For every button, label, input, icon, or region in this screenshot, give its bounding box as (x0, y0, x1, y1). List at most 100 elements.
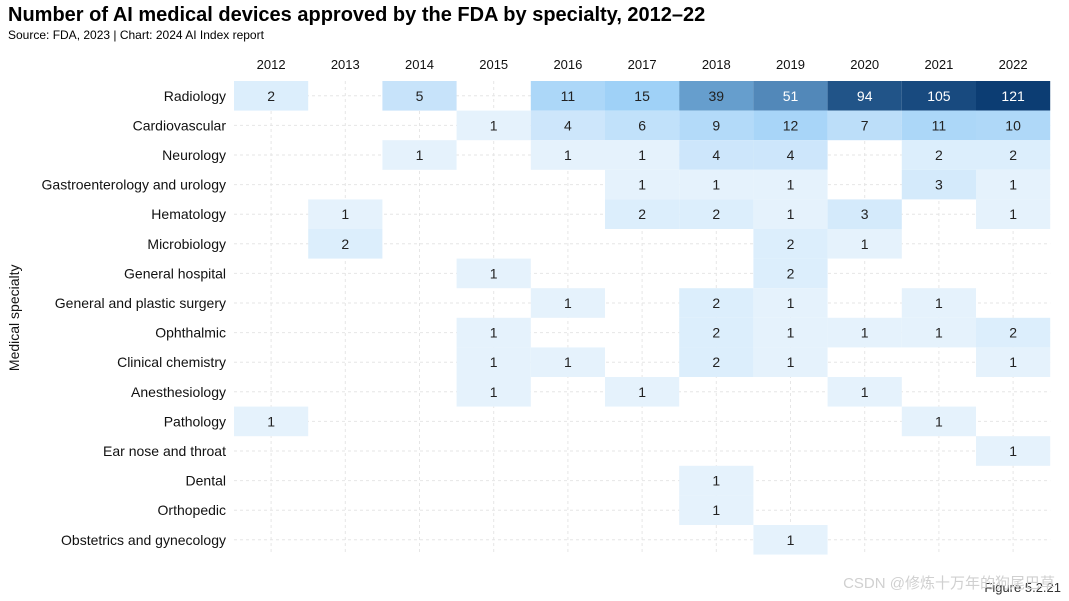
y-tick-label: Orthopedic (158, 502, 226, 518)
cell-value-label: 1 (1009, 206, 1017, 222)
x-tick-label: 2020 (850, 57, 879, 72)
x-tick-label: 2014 (405, 57, 434, 72)
x-tick-label: 2016 (553, 57, 582, 72)
cell-value-label: 1 (712, 502, 720, 518)
chart-subtitle: Source: FDA, 2023 | Chart: 2024 AI Index… (8, 28, 264, 42)
cell-value-label: 1 (787, 325, 795, 341)
cell-value-label: 1 (638, 147, 646, 163)
heatmap-cell (679, 317, 754, 348)
cell-value-label: 11 (561, 88, 576, 104)
y-axis-label: Medical specialty (6, 264, 22, 371)
heatmap-cell (976, 81, 1051, 111)
cell-value-label: 1 (490, 117, 498, 133)
heatmap-cell (901, 169, 976, 200)
y-tick-label: Cardiovascular (133, 117, 227, 133)
heatmap-cell (753, 81, 828, 111)
heatmap-cell (827, 81, 902, 111)
cell-value-label: 1 (490, 384, 498, 400)
heatmap-cell (753, 317, 828, 348)
heatmap-cell (976, 317, 1051, 348)
cell-value-label: 1 (935, 325, 943, 341)
heatmap-cell (679, 81, 754, 111)
cell-value-label: 1 (787, 177, 795, 193)
cell-value-label: 10 (1005, 117, 1021, 133)
heatmap-cell (456, 377, 531, 407)
cell-value-label: 2 (712, 354, 720, 370)
x-tick-label: 2017 (628, 57, 657, 72)
heatmap-cell (530, 347, 605, 377)
cell-value-label: 1 (1009, 443, 1017, 459)
chart-title: Number of AI medical devices approved by… (8, 4, 706, 26)
heatmap-cell (605, 377, 680, 407)
heatmap-cell (530, 288, 605, 318)
heatmap-cell (530, 81, 605, 111)
heatmap-cell (901, 140, 976, 170)
cell-value-label: 1 (490, 354, 498, 370)
x-tick-label: 2013 (331, 57, 360, 72)
x-tick-label: 2022 (999, 57, 1028, 72)
cell-value-label: 1 (861, 236, 869, 252)
x-tick-label: 2012 (257, 57, 286, 72)
cell-value-label: 4 (787, 147, 795, 163)
cell-value-label: 2 (638, 206, 646, 222)
heatmap-cell (901, 288, 976, 318)
heatmap-cell (976, 140, 1051, 170)
y-tick-label: Gastroenterology and urology (42, 177, 226, 193)
y-tick-label: General and plastic surgery (55, 295, 226, 311)
heatmap-cell (827, 377, 902, 407)
cell-value-label: 1 (935, 413, 943, 429)
cell-value-label: 2 (787, 265, 795, 281)
cell-value-label: 1 (787, 295, 795, 311)
heatmap-cell (901, 110, 976, 141)
cell-value-label: 2 (787, 236, 795, 252)
cell-value-label: 1 (638, 177, 646, 193)
heatmap-cell (308, 229, 383, 259)
y-tick-label: Obstetrics and gynecology (61, 532, 226, 548)
cell-value-label: 1 (861, 325, 869, 341)
cell-value-label: 1 (787, 354, 795, 370)
heatmap-cell (753, 525, 828, 555)
heatmap-cell (679, 347, 754, 377)
cell-value-label: 105 (927, 88, 951, 104)
cell-value-label: 1 (1009, 177, 1017, 193)
y-tick-label: Anesthesiology (131, 384, 226, 400)
cell-value-label: 2 (1009, 147, 1017, 163)
x-tick-label: 2021 (924, 57, 953, 72)
cell-value-label: 1 (267, 413, 275, 429)
cell-value-label: 5 (416, 88, 424, 104)
heatmap-cell (901, 406, 976, 437)
heatmap-cell (456, 110, 531, 141)
heatmap-cell (530, 140, 605, 170)
heatmap-cell (456, 347, 531, 377)
heatmap-cell (382, 81, 457, 111)
cell-value-label: 2 (712, 295, 720, 311)
cell-value-label: 1 (712, 473, 720, 489)
figure-label: Figure 5.2.21 (984, 580, 1061, 595)
heatmap-cell (753, 140, 828, 170)
heatmap-cell (753, 258, 828, 289)
cell-value-label: 1 (416, 147, 424, 163)
heatmap-cell (976, 169, 1051, 200)
cell-value-label: 1 (935, 295, 943, 311)
heatmap-cell (753, 199, 828, 229)
cell-value-label: 4 (564, 117, 572, 133)
heatmap-cell (605, 199, 680, 229)
heatmap-cell (234, 406, 309, 437)
cell-value-label: 1 (490, 325, 498, 341)
y-tick-label: Microbiology (147, 236, 226, 252)
cell-value-label: 4 (712, 147, 720, 163)
heatmap-cell (753, 110, 828, 141)
heatmap-cell (827, 199, 902, 229)
cell-value-label: 1 (341, 206, 349, 222)
cell-value-label: 1 (861, 384, 869, 400)
cell-value-label: 3 (935, 177, 943, 193)
cell-value-label: 12 (783, 117, 799, 133)
y-tick-label: Neurology (162, 147, 226, 163)
y-tick-label: Clinical chemistry (117, 354, 226, 370)
cell-value-label: 1 (564, 147, 572, 163)
y-tick-label: Ophthalmic (155, 325, 226, 341)
cell-value-label: 9 (712, 117, 720, 133)
cell-value-label: 1 (712, 177, 720, 193)
cell-value-label: 7 (861, 117, 869, 133)
